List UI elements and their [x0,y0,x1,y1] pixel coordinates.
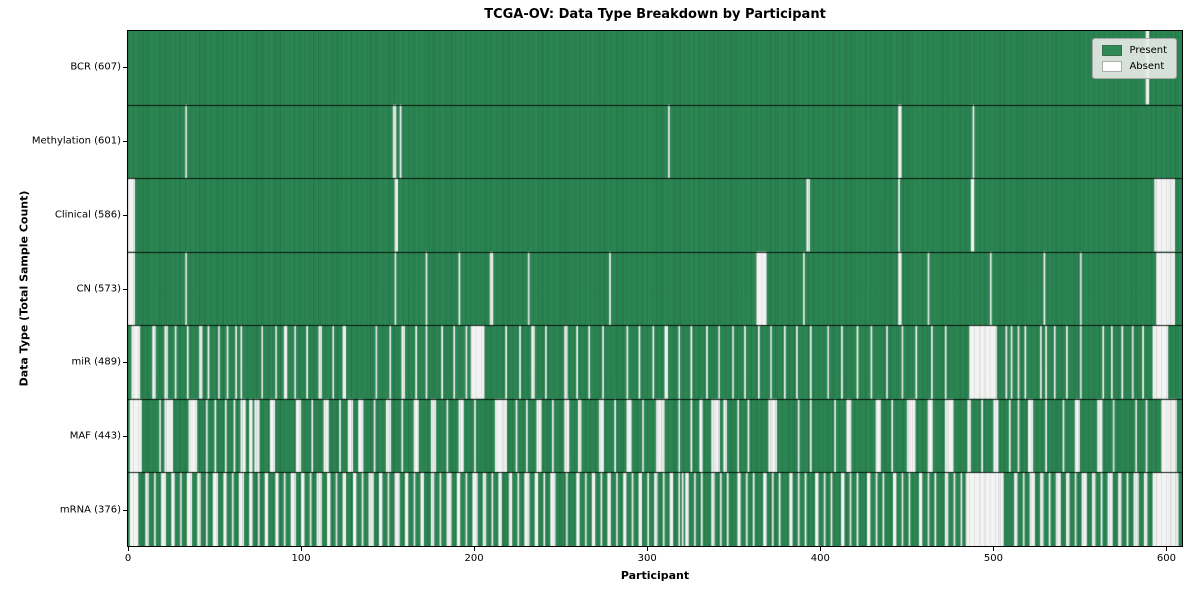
x-axis-title: Participant [620,569,690,582]
y-tick-mark [123,215,127,216]
legend-item-absent: Absent [1102,61,1167,72]
legend-label-absent: Absent [1129,61,1165,72]
legend-label-present: Present [1129,45,1167,56]
x-tick-label: 100 [291,553,311,564]
y-tick-label-cn: CN (573) [76,283,121,294]
x-tick-label: 500 [983,553,1003,564]
chart-title: TCGA-OV: Data Type Breakdown by Particip… [484,7,826,22]
y-tick-mark [123,67,127,68]
x-tick-label: 600 [1156,553,1176,564]
x-tick-mark [647,547,649,551]
y-tick-mark [123,141,127,142]
presence-heatmap-canvas [128,31,1182,546]
legend-item-present: Present [1102,45,1167,56]
plot-area [127,30,1183,547]
y-tick-mark [123,289,127,290]
x-tick-mark [820,547,822,551]
x-tick-mark [1166,547,1168,551]
present-swatch-icon [1102,45,1123,56]
x-tick-mark [128,547,129,551]
x-tick-mark [301,547,303,551]
x-tick-mark [474,547,476,551]
y-tick-label-maf: MAF (443) [69,430,121,442]
y-tick-mark [123,362,127,363]
y-tick-label-methylation: Methylation (601) [31,135,121,147]
absent-swatch-icon [1102,61,1123,72]
y-tick-label-mir: miR (489) [71,356,121,368]
y-tick-mark [123,510,127,511]
x-tick-label: 0 [124,553,132,564]
x-tick-label: 200 [464,553,484,564]
y-tick-label-bcr: BCR (607) [70,61,121,73]
y-tick-mark [123,436,127,437]
y-tick-label-mrna: mRNA (376) [59,504,121,516]
x-tick-label: 300 [637,553,657,564]
x-tick-label: 400 [810,553,830,564]
x-tick-mark [993,547,995,551]
legend: Present Absent [1092,38,1177,79]
y-tick-label-clinical: Clinical (586) [54,209,121,221]
